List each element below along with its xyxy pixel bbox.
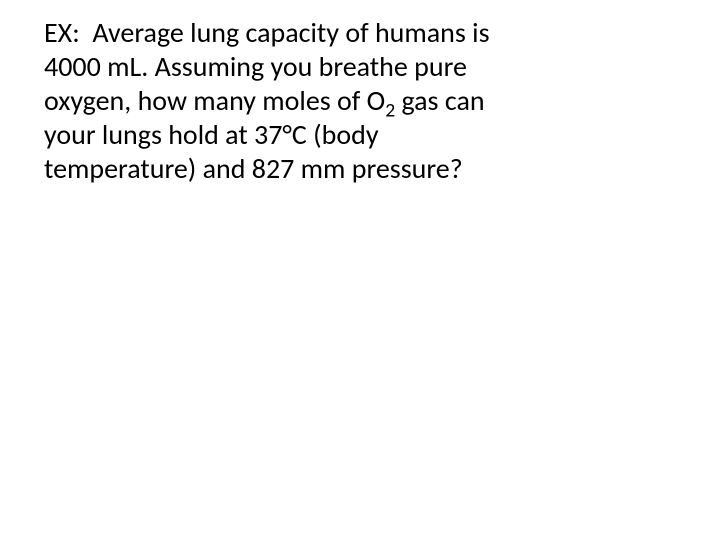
text-line-2b: L. Assuming you breathe pure — [129, 49, 466, 84]
example-label: EX: — [44, 15, 80, 50]
text-line-3b: gas can — [395, 83, 484, 118]
text-line-4: your lungs hold at 37°C (body — [44, 117, 379, 152]
text-line-2a: 4000 m — [44, 49, 129, 84]
problem-text-block: EX: Average lung capacity of humans is 4… — [44, 16, 676, 185]
slide-container: EX: Average lung capacity of humans is 4… — [0, 0, 720, 540]
text-line-3a: oxygen, how many moles of O — [44, 83, 385, 118]
text-line-5: temperature) and 827 mm pressure? — [44, 151, 463, 186]
text-line-1: Average lung capacity of humans is — [92, 15, 489, 50]
subscript-2: 2 — [385, 98, 395, 122]
